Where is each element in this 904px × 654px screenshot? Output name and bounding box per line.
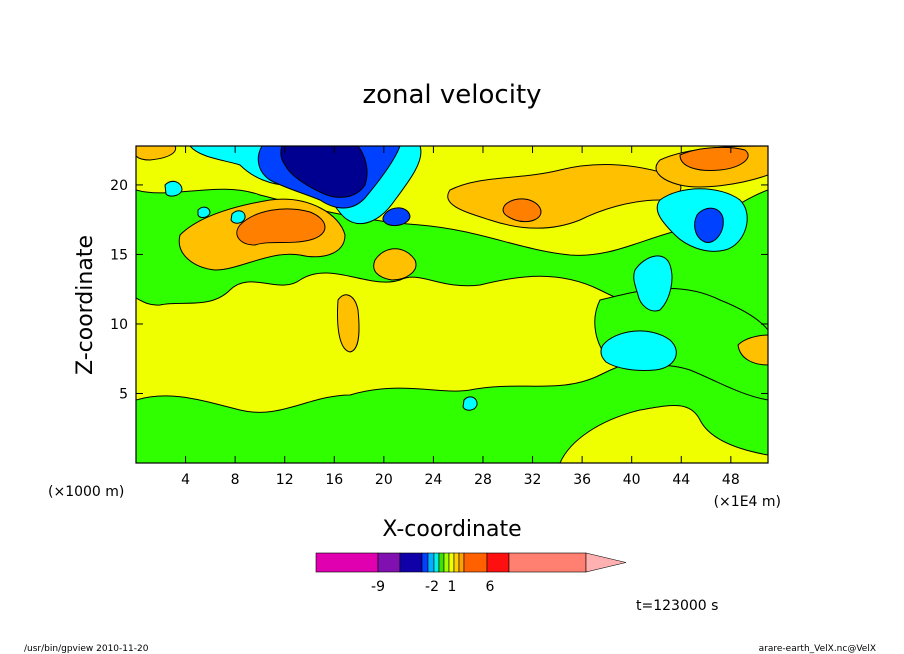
x-axis: 4 8 12 16 20 24 28 32 36 40 44 48 bbox=[181, 146, 740, 488]
x-tick-label: 16 bbox=[325, 472, 343, 488]
field-region-cyan-4 bbox=[633, 255, 673, 312]
x-tick-label: 12 bbox=[276, 472, 294, 488]
colorbar-segment bbox=[448, 552, 455, 573]
plot-frame bbox=[135, 145, 769, 464]
colorbar-segment bbox=[377, 552, 401, 573]
colorbar-tick-label: 1 bbox=[448, 579, 457, 595]
colorbar-segment bbox=[421, 552, 429, 573]
x-tick-label: 4 bbox=[181, 472, 190, 488]
field-region-blue-3 bbox=[694, 207, 724, 243]
x-units-right: (×1E4 m) bbox=[714, 494, 781, 510]
colorbar-segment bbox=[399, 552, 423, 573]
x-tick-label: 40 bbox=[623, 472, 641, 488]
x-units-left: (×1000 m) bbox=[48, 484, 124, 500]
colorbar-segment bbox=[433, 552, 440, 573]
field-region-orange-4 bbox=[502, 198, 542, 223]
field-region-darkblue-1 bbox=[280, 146, 368, 198]
field-region-orange-6 bbox=[679, 146, 749, 171]
field-region-orange-8 bbox=[373, 248, 417, 281]
colorbar-tick-label: -2 bbox=[425, 579, 439, 595]
field-region-cyan-5 bbox=[164, 180, 183, 197]
x-tick-label: 20 bbox=[375, 472, 393, 488]
colorbar-segment bbox=[438, 552, 445, 573]
field-region-orange-10 bbox=[136, 146, 177, 161]
y-tick-label: 15 bbox=[110, 247, 128, 263]
field-region-cyan-3 bbox=[600, 330, 677, 371]
colorbar-extend-arrow bbox=[585, 552, 627, 573]
x-tick-label: 24 bbox=[424, 472, 442, 488]
y-tick-label: 5 bbox=[119, 386, 128, 402]
x-tick-label: 44 bbox=[672, 472, 690, 488]
field-region-orange-2 bbox=[236, 208, 326, 246]
y-axis: 5 10 15 20 bbox=[110, 178, 768, 402]
colorbar-segment bbox=[453, 552, 460, 573]
y-tick-label: 20 bbox=[110, 178, 128, 194]
colorbar-segment bbox=[427, 552, 435, 573]
x-axis-label: X-coordinate bbox=[382, 517, 521, 542]
colorbar-segment bbox=[315, 552, 379, 573]
colorbar-segment bbox=[458, 552, 465, 573]
footer-source: arare-earth_VelX.nc@VelX bbox=[759, 644, 876, 654]
field-region-orange-7 bbox=[337, 294, 360, 353]
colorbar bbox=[315, 552, 627, 573]
x-tick-label: 48 bbox=[722, 472, 740, 488]
footer-program: /usr/bin/gpview 2010-11-20 bbox=[24, 644, 149, 654]
colorbar-tick-label: 6 bbox=[486, 579, 495, 595]
field-region-blue-2 bbox=[382, 207, 411, 227]
y-tick-label: 10 bbox=[110, 317, 128, 333]
x-tick-label: 8 bbox=[231, 472, 240, 488]
colorbar-segment bbox=[508, 552, 587, 573]
x-tick-label: 28 bbox=[474, 472, 492, 488]
colorbar-segment bbox=[443, 552, 450, 573]
colorbar-ticks: -9 -2 1 6 bbox=[371, 579, 495, 595]
colorbar-segment bbox=[486, 552, 510, 573]
colorbar-segment bbox=[463, 552, 488, 573]
x-tick-label: 32 bbox=[524, 472, 542, 488]
field-region-cyan-7 bbox=[230, 210, 246, 224]
time-label: t=123000 s bbox=[636, 598, 718, 614]
plot-area bbox=[136, 146, 768, 463]
field-region-cyan-8 bbox=[462, 396, 478, 411]
chart-title: zonal velocity bbox=[362, 80, 541, 110]
x-tick-label: 36 bbox=[573, 472, 591, 488]
field-region-cyan-6 bbox=[197, 206, 211, 218]
y-axis-label: Z-coordinate bbox=[73, 235, 98, 375]
field-region-bottom-yellow bbox=[559, 405, 768, 463]
colorbar-tick-label: -9 bbox=[371, 579, 385, 595]
field-region-orange-9 bbox=[737, 334, 768, 366]
